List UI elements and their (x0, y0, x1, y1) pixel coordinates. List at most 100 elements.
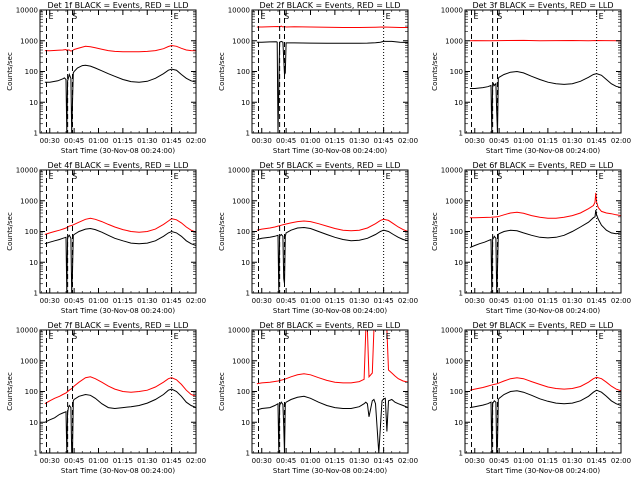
x-tick-label: 01:45 (162, 297, 182, 305)
x-axis-label: Start Time (30-Nov-08 00:24:00) (61, 467, 175, 475)
y-tick-label: 10000 (441, 7, 463, 15)
y-tick-label: 1000 (20, 357, 38, 365)
x-tick-label: 01:45 (374, 457, 394, 465)
marker-label: E (474, 332, 479, 341)
x-axis-label: Start Time (30-Nov-08 00:24:00) (486, 467, 600, 475)
x-tick-label: 02:00 (398, 457, 418, 465)
x-axis-label: Start Time (30-Nov-08 00:24:00) (61, 147, 175, 155)
y-tick-label: 100 (237, 68, 250, 76)
x-tick-label: 01:30 (349, 297, 369, 305)
x-tick-label: 01:15 (538, 297, 558, 305)
marker-label: E (599, 332, 604, 341)
x-tick-label: 01:00 (513, 137, 533, 145)
panel-title: Det 9f BLACK = Events, RED = LLD (472, 321, 613, 330)
x-tick-label: 00:45 (276, 297, 296, 305)
x-tick-label: 01:45 (587, 137, 607, 145)
marker-label: E (261, 332, 266, 341)
chart-panel: Det 1f BLACK = Events, RED = LLD E S E 1 10 10… (6, 1, 206, 155)
y-tick-label: 1 (459, 290, 463, 298)
y-tick-label: 10000 (441, 167, 463, 175)
y-tick-label: 100 (450, 228, 463, 236)
y-tick-label: 100 (25, 228, 38, 236)
y-tick-label: 100 (25, 388, 38, 396)
marker-label: E (49, 172, 54, 181)
marker-label: S (72, 12, 77, 21)
series-line-lld (44, 217, 196, 235)
x-axis-label: Start Time (30-Nov-08 00:24:00) (486, 307, 600, 315)
x-tick-label: 01:15 (538, 457, 558, 465)
y-tick-label: 1000 (232, 357, 250, 365)
x-tick-label: 00:45 (489, 457, 509, 465)
x-tick-label: 01:15 (325, 297, 345, 305)
y-tick-label: 100 (237, 228, 250, 236)
panel-title: Det 1f BLACK = Events, RED = LLD (47, 1, 188, 10)
y-tick-label: 10000 (16, 167, 38, 175)
x-tick-label: 01:45 (587, 297, 607, 305)
x-tick-label: 00:45 (64, 457, 84, 465)
y-tick-label: 10 (29, 259, 38, 267)
marker-label: E (386, 172, 391, 181)
y-axis-label: Counts/sec (218, 372, 226, 411)
y-tick-label: 1000 (20, 37, 38, 45)
marker-label: S (72, 332, 77, 341)
x-tick-label: 01:45 (162, 457, 182, 465)
y-tick-label: 10000 (228, 327, 250, 335)
x-axis-label: Start Time (30-Nov-08 00:24:00) (486, 147, 600, 155)
x-tick-label: 01:30 (562, 457, 582, 465)
y-axis-label: Counts/sec (218, 212, 226, 251)
y-tick-label: 1000 (232, 197, 250, 205)
y-tick-label: 10000 (441, 327, 463, 335)
y-tick-label: 10000 (16, 7, 38, 15)
y-tick-label: 1 (34, 450, 38, 458)
marker-label: E (174, 12, 179, 21)
y-axis-label: Counts/sec (431, 212, 439, 251)
x-tick-label: 02:00 (186, 297, 206, 305)
x-axis-label: Start Time (30-Nov-08 00:24:00) (273, 307, 387, 315)
y-tick-label: 10 (454, 419, 463, 427)
x-tick-label: 01:00 (513, 297, 533, 305)
x-tick-label: 01:00 (88, 457, 108, 465)
series-line-lld (256, 25, 408, 28)
marker-label: E (49, 332, 54, 341)
x-tick-label: 01:00 (88, 297, 108, 305)
y-tick-label: 10000 (16, 327, 38, 335)
x-tick-label: 00:30 (465, 137, 485, 145)
series-line-events (256, 226, 408, 293)
y-axis-label: Counts/sec (218, 52, 226, 91)
x-tick-label: 01:15 (325, 457, 345, 465)
marker-label: E (174, 332, 179, 341)
y-tick-label: 10 (454, 259, 463, 267)
x-tick-label: 01:00 (513, 457, 533, 465)
x-tick-label: 01:00 (88, 137, 108, 145)
x-tick-label: 00:30 (252, 137, 272, 145)
series-line-events (256, 395, 408, 453)
x-tick-label: 00:45 (489, 297, 509, 305)
x-tick-label: 00:45 (64, 297, 84, 305)
x-tick-label: 00:45 (276, 137, 296, 145)
x-axis-label: Start Time (30-Nov-08 00:24:00) (273, 147, 387, 155)
chart-panel: Det 3f BLACK = Events, RED = LLD E S E 1 10 10… (431, 1, 631, 155)
chart-panel: Det 4f BLACK = Events, RED = LLD E S E 1 10 10… (6, 161, 206, 315)
y-axis-label: Counts/sec (6, 372, 14, 411)
x-tick-label: 01:15 (113, 137, 133, 145)
y-tick-label: 10 (241, 259, 250, 267)
chart-panel: Det 8f BLACK = Events, RED = LLD E S E 1 10 10… (218, 321, 418, 475)
y-tick-label: 1 (246, 290, 250, 298)
x-tick-label: 00:45 (64, 137, 84, 145)
y-tick-label: 1000 (20, 197, 38, 205)
x-tick-label: 00:30 (40, 297, 60, 305)
y-tick-label: 100 (237, 388, 250, 396)
y-tick-label: 1000 (232, 37, 250, 45)
y-tick-label: 100 (25, 68, 38, 76)
panel-title: Det 6f BLACK = Events, RED = LLD (472, 161, 613, 170)
y-tick-label: 10 (29, 419, 38, 427)
series-line-lld (469, 192, 621, 219)
marker-label: S (497, 332, 502, 341)
x-tick-label: 01:15 (113, 297, 133, 305)
series-line-lld (469, 376, 621, 392)
x-tick-label: 01:00 (300, 457, 320, 465)
x-tick-label: 00:45 (489, 137, 509, 145)
x-tick-label: 02:00 (611, 457, 631, 465)
y-tick-label: 10000 (228, 7, 250, 15)
